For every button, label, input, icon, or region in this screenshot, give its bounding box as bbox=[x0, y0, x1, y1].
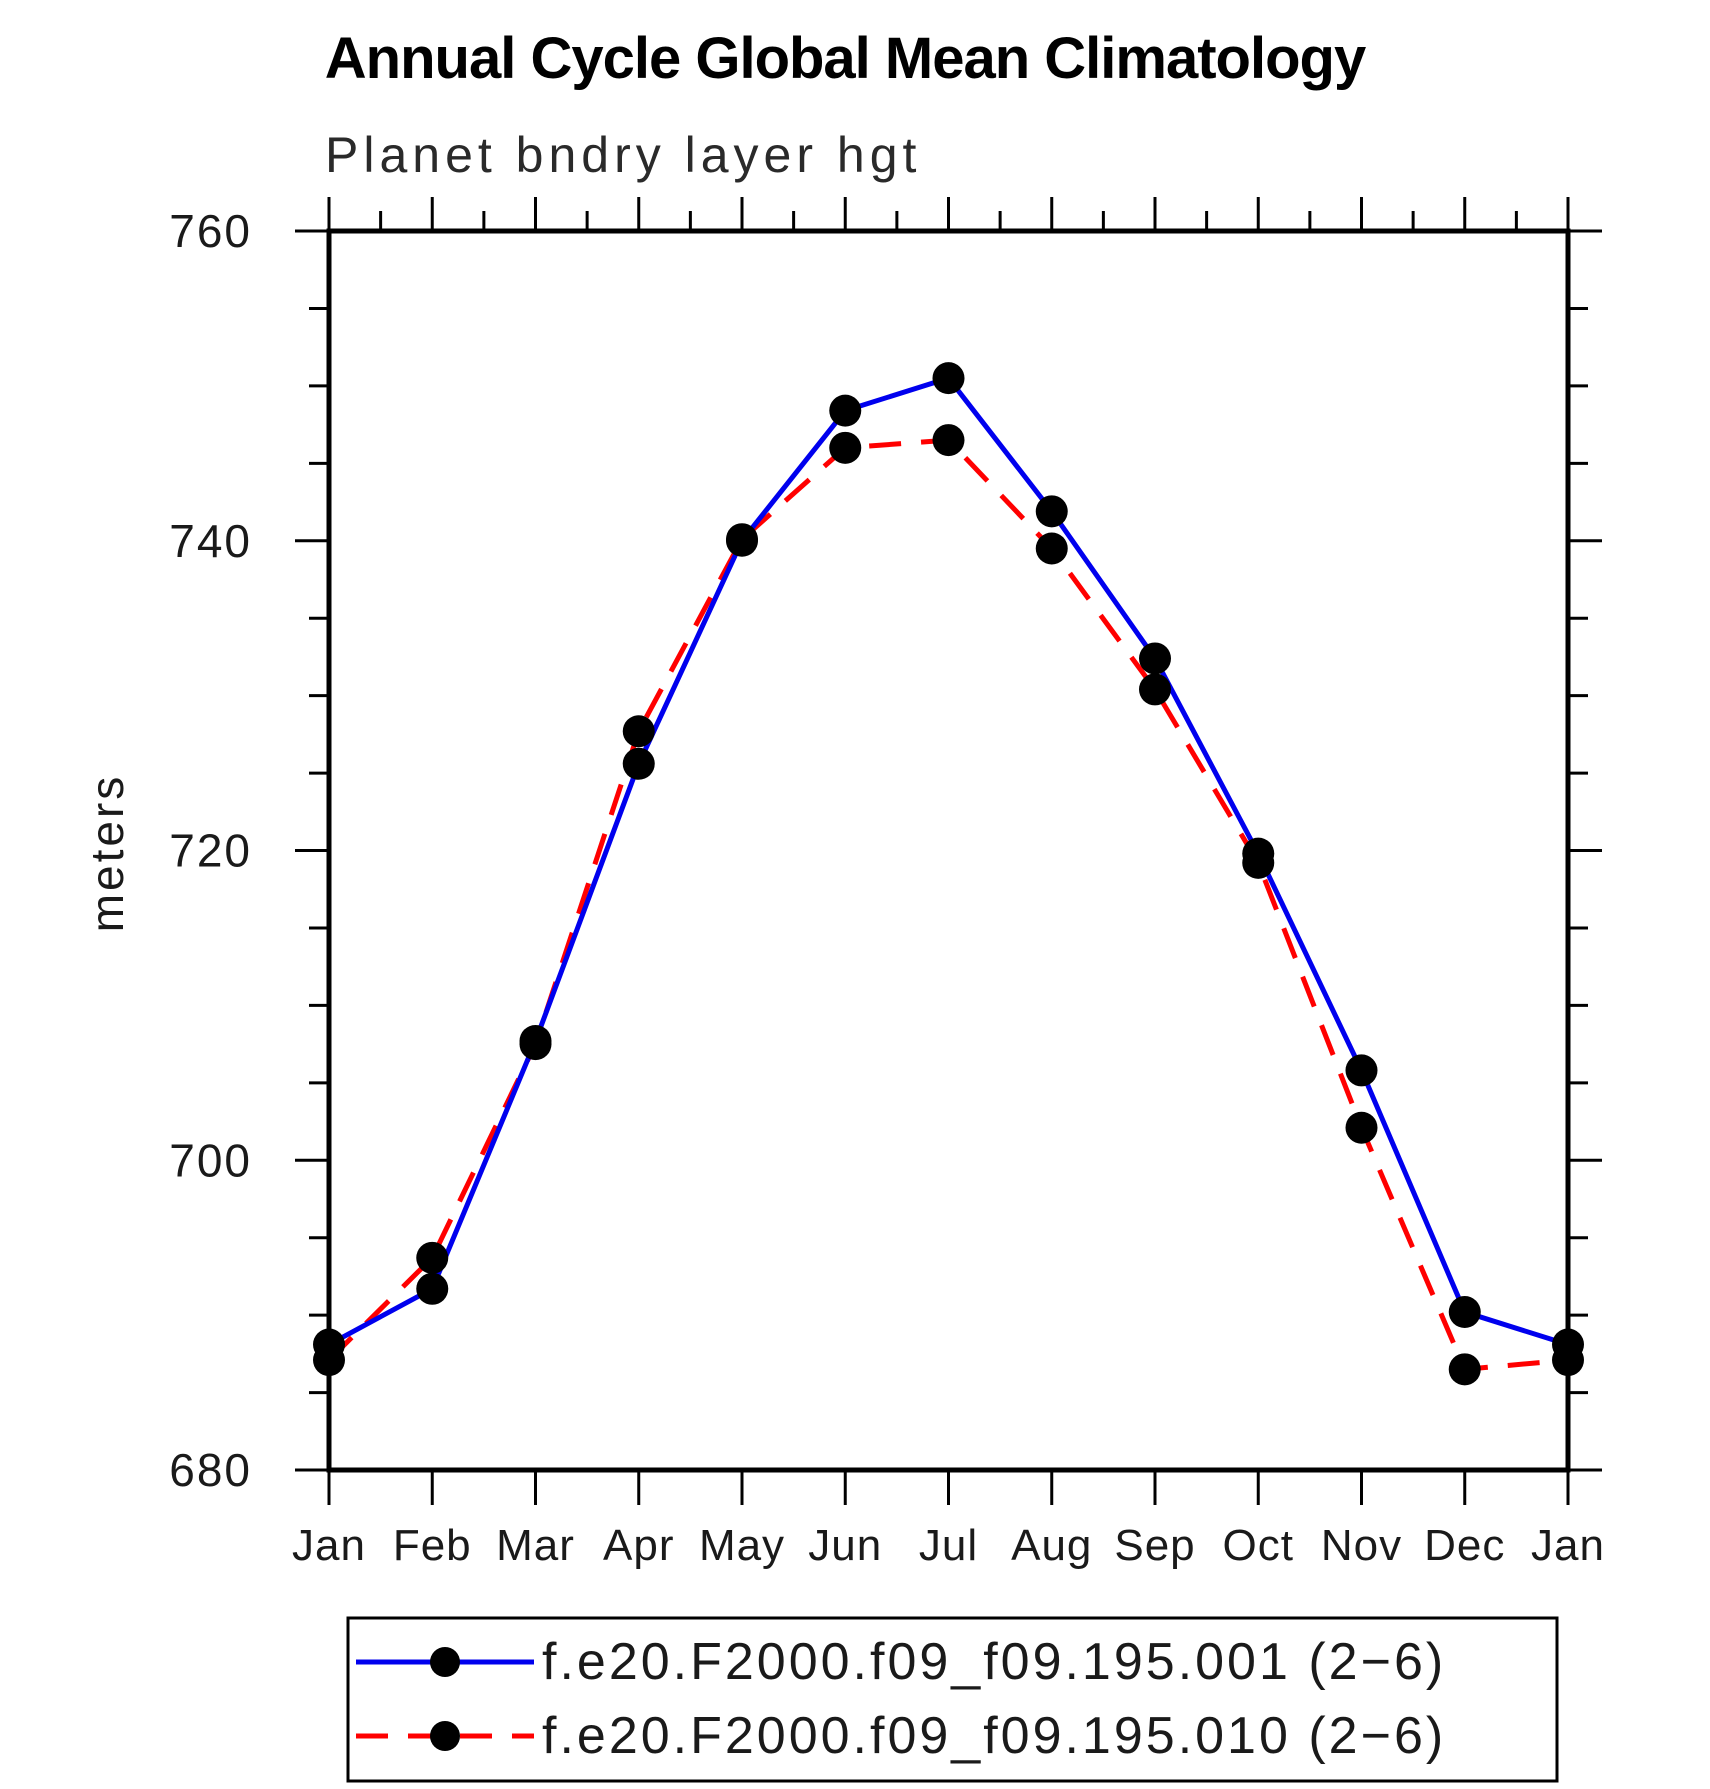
x-tick-label: Jan bbox=[1531, 1521, 1605, 1570]
data-point-marker bbox=[1139, 642, 1171, 675]
x-tick-label: Jul bbox=[919, 1521, 978, 1570]
data-point-marker bbox=[932, 424, 965, 457]
data-point-marker bbox=[622, 715, 655, 748]
data-point-marker bbox=[1242, 846, 1275, 879]
data-point-marker bbox=[1345, 1054, 1378, 1087]
data-point-marker bbox=[1448, 1353, 1481, 1386]
legend-label: f.e20.F2000.f09_f09.195.001 (2−6) bbox=[542, 1633, 1446, 1691]
data-point-marker bbox=[1035, 495, 1068, 528]
y-tick-label: 740 bbox=[169, 515, 252, 567]
x-tick-label: Sep bbox=[1114, 1521, 1195, 1570]
y-axis-label: meters bbox=[81, 774, 133, 933]
data-point-marker bbox=[726, 523, 758, 556]
data-point-marker bbox=[1345, 1111, 1378, 1144]
x-tick-label: Nov bbox=[1321, 1521, 1402, 1570]
x-tick-label: Aug bbox=[1011, 1521, 1092, 1570]
data-point-marker bbox=[416, 1241, 449, 1274]
data-point-marker bbox=[622, 747, 655, 780]
data-point-marker bbox=[519, 1028, 552, 1061]
x-tick-label: Oct bbox=[1223, 1521, 1294, 1570]
chart-title: Annual Cycle Global Mean Climatology bbox=[325, 26, 1366, 91]
data-point-marker bbox=[416, 1272, 449, 1305]
x-tick-label: Jan bbox=[292, 1521, 366, 1570]
x-tick-label: Mar bbox=[496, 1521, 575, 1570]
data-point-marker bbox=[1035, 532, 1068, 565]
data-point-marker bbox=[1448, 1296, 1481, 1329]
series-line-red-dashed bbox=[327, 437, 1569, 1372]
x-tick-label: Apr bbox=[603, 1521, 674, 1570]
y-tick-label: 680 bbox=[169, 1444, 252, 1496]
data-point-marker bbox=[1139, 673, 1171, 706]
legend-box bbox=[346, 1616, 1559, 1783]
x-tick-label: May bbox=[699, 1521, 785, 1570]
data-point-marker bbox=[932, 362, 965, 395]
x-tick-label: Feb bbox=[393, 1521, 472, 1570]
data-point-marker bbox=[829, 431, 862, 464]
data-point-marker bbox=[1552, 1344, 1584, 1377]
y-tick-label: 700 bbox=[169, 1134, 252, 1186]
chart-subtitle: Planet bndry layer hgt bbox=[325, 127, 921, 183]
legend-marker bbox=[430, 1647, 460, 1677]
y-tick-label: 720 bbox=[169, 825, 252, 877]
series-line-blue-solid bbox=[327, 375, 1569, 1347]
plot-frame bbox=[326, 228, 1571, 1473]
data-point-marker bbox=[313, 1344, 345, 1377]
y-tick-label: 760 bbox=[169, 205, 252, 257]
legend-label: f.e20.F2000.f09_f09.195.010 (2−6) bbox=[542, 1707, 1446, 1765]
data-point-marker bbox=[829, 394, 862, 427]
x-tick-label: Dec bbox=[1424, 1521, 1505, 1570]
x-tick-label: Jun bbox=[808, 1521, 882, 1570]
legend-marker bbox=[430, 1721, 460, 1751]
